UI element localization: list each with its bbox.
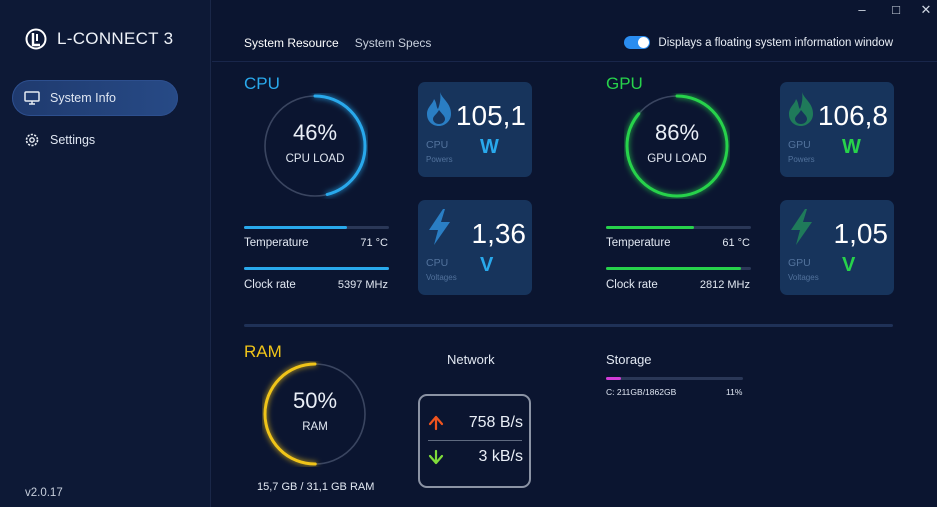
network-upload-row: 758 B/s — [428, 414, 523, 432]
gear-icon — [25, 133, 39, 147]
gpu-load-gauge: 86% GPU LOAD — [624, 93, 730, 199]
ram-load-label: RAM — [302, 421, 328, 433]
floating-window-setting: Displays a floating system information w… — [624, 36, 893, 49]
network-title: Network — [447, 352, 495, 367]
gpu-clock-bar-fill — [606, 267, 741, 270]
cpu-temperature-label: Temperature — [244, 237, 309, 249]
gpu-temperature-bar-fill — [606, 226, 695, 229]
monitor-icon — [24, 91, 40, 105]
gpu-power-card: 106,8 GPU Powers W — [780, 82, 894, 177]
ram-load-value: 50% — [292, 388, 338, 413]
sidebar: L-CONNECT 3 System Info Settings v2.0.17 — [0, 0, 211, 507]
minimize-button[interactable]: – — [858, 2, 866, 17]
bolt-icon — [791, 209, 812, 245]
network-separator — [428, 440, 522, 441]
cpu-power-subcaption: Powers — [426, 155, 453, 164]
cpu-load-value: 46% — [292, 120, 338, 145]
cpu-temperature-bar — [244, 226, 389, 229]
gpu-voltage-caption: GPU — [788, 257, 811, 269]
floating-window-label: Displays a floating system information w… — [658, 36, 893, 49]
floating-window-toggle[interactable] — [624, 36, 651, 49]
sidebar-item-label: Settings — [50, 133, 96, 147]
main-panel: – □ ✕ System Resource System Specs Displ… — [212, 0, 937, 507]
storage-title: Storage — [606, 352, 652, 367]
arrow-down-icon — [428, 449, 444, 465]
cpu-voltage-unit: V — [480, 254, 494, 276]
ram-load-gauge: 50% RAM — [262, 361, 368, 467]
version-label: v2.0.17 — [25, 487, 63, 499]
gpu-temperature-value: 61 °C — [722, 237, 750, 249]
cpu-voltage-caption: CPU — [426, 257, 449, 269]
flame-icon — [789, 92, 813, 126]
ram-usage: 15,7 GB / 31,1 GB RAM — [257, 481, 375, 493]
sidebar-item-label: System Info — [50, 91, 116, 105]
cpu-voltage-subcaption: Voltages — [426, 273, 457, 282]
gpu-power-unit: W — [842, 136, 861, 158]
network-download-value: 3 kB/s — [478, 448, 523, 465]
gpu-temperature-label: Temperature — [606, 237, 671, 249]
gpu-voltage-subcaption: Voltages — [788, 273, 819, 282]
cpu-clock-value: 5397 MHz — [337, 279, 388, 291]
ram-title: RAM — [244, 342, 282, 361]
cpu-power-value: 105,1 — [455, 100, 526, 131]
cpu-power-card: 105,1 CPU Powers W — [418, 82, 532, 177]
cpu-temperature-bar-fill — [244, 226, 347, 229]
gpu-load-label: GPU LOAD — [647, 153, 707, 165]
tab-bar: System Resource System Specs — [244, 36, 431, 56]
cpu-load-label: CPU LOAD — [285, 153, 345, 165]
cpu-power-caption: CPU — [426, 139, 449, 151]
tab-system-resource[interactable]: System Resource — [244, 36, 339, 50]
header-divider — [212, 61, 937, 62]
close-button[interactable]: ✕ — [920, 2, 932, 17]
flame-icon — [427, 92, 451, 126]
storage-percent: 11% — [726, 387, 743, 397]
gpu-title: GPU — [606, 74, 643, 93]
gpu-power-subcaption: Powers — [788, 155, 815, 164]
cpu-temperature-value: 71 °C — [360, 237, 388, 249]
gpu-voltage-unit: V — [842, 254, 856, 276]
restore-button[interactable]: □ — [892, 2, 900, 17]
gpu-power-caption: GPU — [788, 139, 811, 151]
gpu-power-value: 106,8 — [817, 100, 888, 131]
cpu-load-gauge: 46% CPU LOAD — [262, 93, 368, 199]
cpu-clock-bar — [244, 267, 389, 270]
gpu-voltage-card: 1,05 GPU Voltages V — [780, 200, 894, 295]
gpu-voltage-value: 1,05 — [833, 218, 889, 249]
storage-drive-label: C: 211GB/1862GB — [606, 387, 677, 397]
section-divider — [244, 324, 893, 327]
sidebar-item-system-info[interactable]: System Info — [12, 80, 178, 116]
app-name: L-CONNECT 3 — [57, 29, 174, 48]
storage-bar — [606, 377, 743, 380]
arrow-up-icon — [428, 415, 444, 431]
bolt-icon — [429, 209, 450, 245]
network-download-row: 3 kB/s — [428, 448, 523, 466]
network-panel: 758 B/s 3 kB/s — [418, 394, 531, 488]
cpu-voltage-card: 1,36 CPU Voltages V — [418, 200, 532, 295]
gpu-clock-value: 2812 MHz — [699, 279, 750, 291]
cpu-power-unit: W — [480, 136, 499, 158]
tab-system-specs[interactable]: System Specs — [354, 36, 432, 50]
network-upload-value: 758 B/s — [468, 414, 523, 431]
lian-li-logo-icon — [25, 28, 47, 50]
sidebar-item-settings[interactable]: Settings — [12, 122, 178, 158]
storage-bar-fill — [606, 377, 622, 380]
cpu-clock-label: Clock rate — [244, 279, 296, 291]
app-logo: L-CONNECT 3 — [25, 28, 173, 50]
gpu-load-value: 86% — [654, 120, 700, 145]
gpu-clock-bar — [606, 267, 751, 270]
cpu-voltage-value: 1,36 — [471, 218, 527, 249]
cpu-title: CPU — [244, 74, 280, 93]
cpu-clock-bar-fill — [244, 267, 389, 270]
gpu-clock-label: Clock rate — [606, 279, 658, 291]
gpu-temperature-bar — [606, 226, 751, 229]
